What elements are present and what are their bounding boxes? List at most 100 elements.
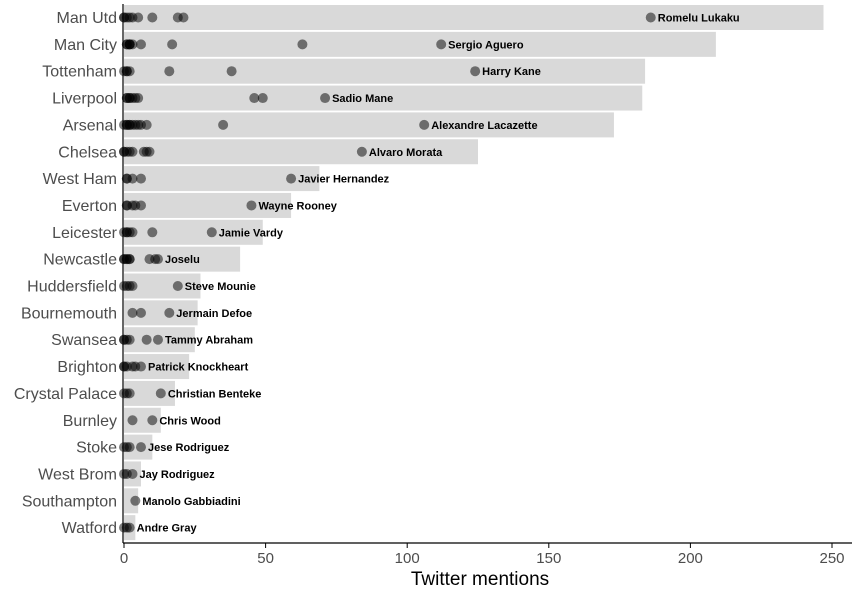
player-point <box>127 415 138 426</box>
team-label: West Ham <box>43 171 117 188</box>
x-tick-label: 150 <box>536 550 561 567</box>
team-label: Watford <box>62 520 117 537</box>
player-point <box>218 119 229 130</box>
top-player-label: Jay Rodriguez <box>139 469 215 481</box>
player-point <box>172 281 183 291</box>
player-point <box>124 522 135 533</box>
team-label: Arsenal <box>63 117 117 134</box>
player-point <box>470 66 481 77</box>
team-label: Brighton <box>57 359 117 376</box>
player-point <box>127 281 138 291</box>
player-point <box>147 12 158 23</box>
top-player-label: Joselu <box>165 254 200 266</box>
player-point <box>178 12 189 23</box>
player-point <box>135 39 146 50</box>
player-point <box>135 173 146 184</box>
player-point <box>206 227 217 238</box>
team-label: Chelsea <box>58 144 117 161</box>
player-point <box>127 146 138 157</box>
player-point <box>144 146 155 157</box>
bar-0 <box>124 5 824 30</box>
player-point <box>320 93 331 104</box>
team-label: Man City <box>54 37 117 54</box>
player-point <box>226 66 237 77</box>
top-player-label: Alexandre Lacazette <box>431 120 537 132</box>
points-layer <box>119 12 656 533</box>
team-labels-layer: Man Utd Man City Tottenham Liverpool Arsenal… <box>14 10 118 537</box>
player-point <box>127 173 138 184</box>
player-point <box>147 227 158 238</box>
player-point <box>286 173 297 184</box>
top-player-label: Chris Wood <box>159 415 221 427</box>
top-player-label: Javier Hernandez <box>298 174 390 186</box>
x-tick-label: 0 <box>120 550 128 567</box>
team-label: Swansea <box>51 332 117 349</box>
bar-1 <box>124 31 716 57</box>
player-point <box>152 254 163 265</box>
bar-3 <box>124 85 643 111</box>
bar-9 <box>124 246 241 272</box>
player-point <box>124 388 135 399</box>
player-point <box>246 200 257 211</box>
player-point <box>147 415 158 426</box>
player-point <box>135 442 146 453</box>
team-label: Huddersfield <box>27 279 117 296</box>
team-label: Liverpool <box>52 91 117 108</box>
top-player-label: Romelu Lukaku <box>658 13 740 25</box>
bar-5 <box>124 139 478 165</box>
player-point <box>297 39 308 50</box>
player-point <box>257 93 268 104</box>
team-label: Southampton <box>22 493 117 510</box>
bar-8 <box>124 219 263 245</box>
top-player-label: Jese Rodriguez <box>148 442 230 454</box>
player-point <box>164 307 175 318</box>
player-point <box>141 334 152 345</box>
team-label: West Brom <box>38 466 117 483</box>
player-point <box>124 334 135 345</box>
player-point <box>135 307 146 318</box>
player-point <box>167 39 178 50</box>
top-player-label: Alvaro Morata <box>369 147 443 159</box>
player-point <box>164 66 175 77</box>
team-label: Man Utd <box>57 10 117 27</box>
player-point <box>130 495 141 506</box>
player-point <box>155 388 166 399</box>
x-axis-title: Twitter mentions <box>411 569 549 590</box>
x-tick-label: 50 <box>257 550 274 567</box>
top-player-label: Sadio Mane <box>332 93 393 105</box>
team-label: Leicester <box>52 225 118 242</box>
player-point <box>127 227 138 238</box>
top-player-label: Andre Gray <box>137 523 198 535</box>
team-label: Everton <box>62 198 117 215</box>
player-labels-layer: Romelu Lukaku Sergio Aguero Harry Kane Sadi… <box>137 13 740 535</box>
top-player-label: Harry Kane <box>482 66 541 78</box>
player-point <box>135 200 146 211</box>
player-point <box>124 66 135 77</box>
team-label: Bournemouth <box>21 305 117 322</box>
top-player-label: Christian Benteke <box>168 388 262 400</box>
bar-4 <box>124 112 614 138</box>
player-point <box>436 39 447 50</box>
bar-7 <box>124 192 292 218</box>
team-label: Burnley <box>63 413 117 430</box>
team-label: Tottenham <box>42 64 117 81</box>
top-player-label: Tammy Abraham <box>165 335 253 347</box>
player-point <box>645 12 656 23</box>
bars-layer <box>124 5 824 541</box>
player-point <box>127 307 138 318</box>
top-player-label: Steve Mounie <box>185 281 256 293</box>
team-label: Newcastle <box>43 252 117 269</box>
x-tick-label: 200 <box>678 550 703 567</box>
x-axis: 0 50 100 150 200 250 <box>120 542 852 567</box>
player-point <box>124 254 135 265</box>
x-tick-label: 250 <box>819 550 844 567</box>
top-player-label: Sergio Aguero <box>448 39 524 51</box>
top-player-label: Jamie Vardy <box>219 227 284 239</box>
player-point <box>135 361 146 372</box>
x-tick-label: 100 <box>395 550 420 567</box>
player-point <box>124 442 135 453</box>
top-player-label: Manolo Gabbiadini <box>142 496 240 508</box>
player-point <box>127 39 138 50</box>
player-point <box>249 93 260 104</box>
